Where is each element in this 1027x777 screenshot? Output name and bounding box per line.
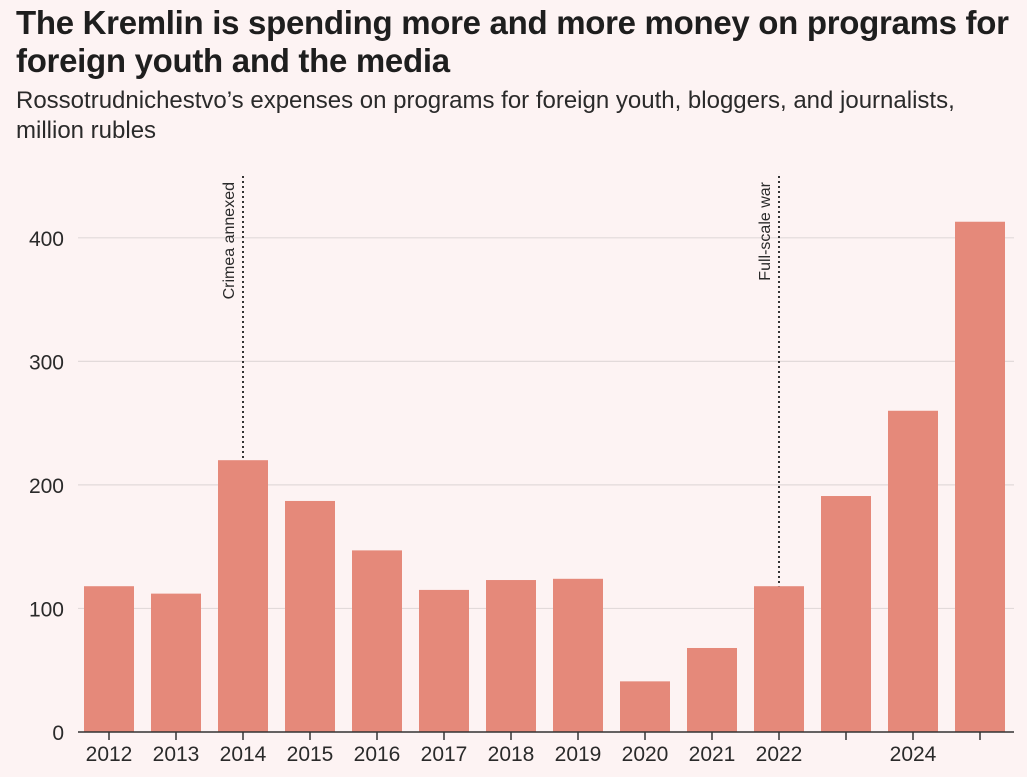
x-tick-label-2020: 2020 (622, 743, 669, 766)
x-tick-label-2019: 2019 (555, 743, 602, 766)
bar-2018 (486, 580, 536, 732)
annotation-label-2014: Crimea annexed (221, 182, 238, 299)
x-tick-label-2016: 2016 (354, 743, 401, 766)
y-axis-labels: 0 100 200 300 400 (29, 228, 64, 745)
bar-2025 (955, 221, 1005, 732)
x-tick-label-2013: 2013 (153, 743, 200, 766)
x-tick-label-2021: 2021 (689, 743, 736, 766)
chart-subtitle: Rossotrudnichestvo’s expenses on program… (16, 87, 955, 144)
bar-2023 (821, 496, 871, 732)
y-tick-label-400: 400 (29, 228, 64, 251)
bar-2024 (888, 410, 938, 732)
y-tick-label-300: 300 (29, 351, 64, 374)
bar-2021 (687, 647, 737, 732)
bar-2013 (151, 593, 201, 732)
bars (84, 221, 1005, 732)
x-axis: 2012 2013 2014 2015 2016 2017 2018 2019 2020 2021… (78, 731, 1014, 766)
bar-2014 (218, 460, 268, 732)
x-tick-label-2018: 2018 (488, 743, 535, 766)
bar-2019 (553, 578, 603, 732)
bar-2016 (352, 550, 402, 732)
bar-2022 (754, 586, 804, 732)
bar-2017 (419, 589, 469, 732)
x-tick-label-2024: 2024 (890, 743, 937, 766)
y-tick-label-100: 100 (29, 598, 64, 621)
y-tick-label-0: 0 (52, 722, 64, 745)
annotation-label-2022: Full-scale war (757, 181, 774, 280)
chart-title: The Kremlin is spending more and more mo… (16, 4, 1009, 79)
bar-2015 (285, 500, 335, 732)
x-tick-label-2017: 2017 (421, 743, 468, 766)
annotations: Crimea annexed Full-scale war (221, 176, 780, 587)
x-tick-label-2015: 2015 (287, 743, 334, 766)
x-tick-label-2014: 2014 (220, 743, 267, 766)
y-tick-label-200: 200 (29, 475, 64, 498)
bar-2020 (620, 681, 670, 732)
bar-2012 (84, 586, 134, 732)
x-tick-label-2012: 2012 (86, 743, 133, 766)
x-tick-label-2022: 2022 (756, 743, 803, 766)
